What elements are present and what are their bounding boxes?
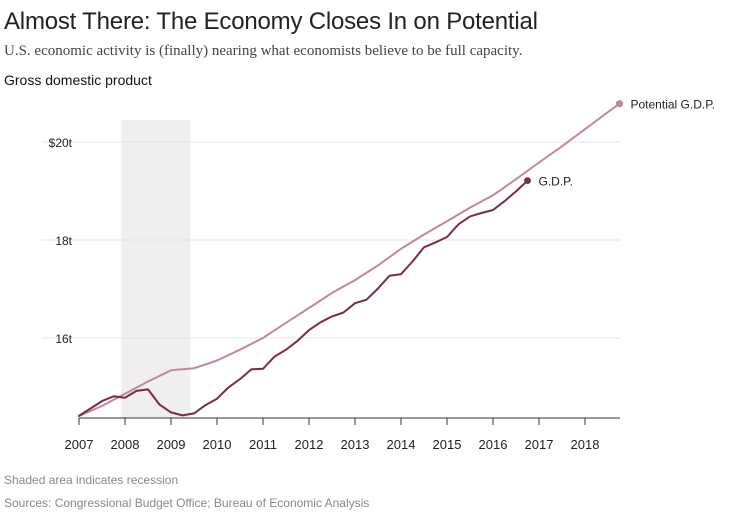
x-tick-label: 2008 bbox=[111, 437, 140, 452]
recession-note: Shaded area indicates recession bbox=[4, 473, 179, 487]
x-tick-label: 2011 bbox=[249, 437, 277, 452]
chart-subtitle: U.S. economic activity is (finally) near… bbox=[4, 43, 523, 59]
y-tick-label: 18t bbox=[55, 234, 72, 248]
gdp-line bbox=[78, 179, 529, 417]
panel-label: Gross domestic product bbox=[4, 72, 152, 88]
y-tick-label: 16t bbox=[55, 332, 72, 346]
x-tick-label: 2016 bbox=[479, 437, 508, 452]
recession-band bbox=[121, 120, 191, 418]
gdp-endpoint bbox=[524, 177, 531, 185]
gdp-label: G.D.P. bbox=[539, 175, 573, 189]
x-tick-label: 2015 bbox=[433, 437, 462, 452]
x-tick-label: 2012 bbox=[295, 437, 324, 452]
x-tick-label: 2017 bbox=[525, 437, 554, 452]
x-tick-label: 2010 bbox=[203, 437, 232, 452]
gdp-line-chart: 16t 18t $20t 2007 2008 2009 2010 2011 2012 2013 2… bbox=[42, 98, 716, 452]
source-note: Sources: Congressional Budget Office; Bu… bbox=[4, 496, 370, 510]
x-tick-label: 2009 bbox=[157, 437, 186, 452]
x-tick-label: 2018 bbox=[571, 437, 600, 452]
x-tick-label: 2007 bbox=[65, 437, 94, 452]
potential-gdp-line bbox=[78, 102, 621, 417]
potential-gdp-label: Potential G.D.P. bbox=[631, 98, 716, 112]
chart-title: Almost There: The Economy Closes In on P… bbox=[4, 8, 538, 35]
x-tick-label: 2014 bbox=[387, 437, 416, 452]
x-tick-label: 2013 bbox=[341, 437, 370, 452]
potential-gdp-endpoint bbox=[615, 100, 624, 108]
y-tick-label: $20t bbox=[49, 136, 73, 150]
